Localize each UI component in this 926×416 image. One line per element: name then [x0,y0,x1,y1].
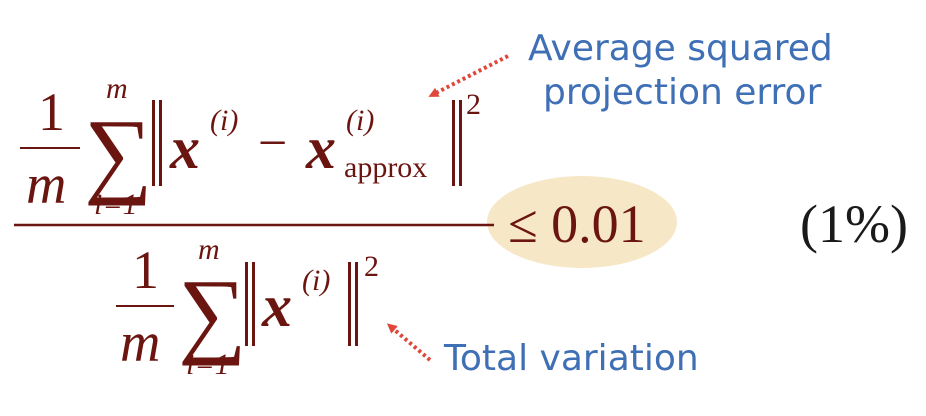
denominator-norm-left-2 [252,262,255,346]
numerator-norm-left-2 [159,100,162,186]
inequality-text: ≤ 0.01 [508,194,646,254]
numerator: 1 m m ∑ i=1 x (i) − x (i) approx 2 [20,72,481,221]
numerator-frac-one: 1 [38,82,65,142]
denominator: 1 m m ∑ i=1 x (i) 2 [116,233,379,381]
numerator-x-approx-subscript: approx [344,151,427,184]
numerator-exponent: 2 [466,88,481,121]
numerator-norm-right [452,100,455,186]
numerator-annotation-arrow [428,54,509,97]
numerator-minus: − [258,115,287,172]
numerator-norm-right-2 [459,100,462,186]
inequality-highlight [487,176,677,268]
numerator-sum-lower: i=1 [94,188,138,221]
numerator-sum-symbol: ∑ [84,99,152,206]
denominator-exponent: 2 [364,250,379,283]
numerator-frac-m: m [26,154,66,216]
numerator-annotation-line1: Average squared [528,28,833,69]
denominator-frac-one: 1 [132,240,159,300]
numerator-sum-upper: m [106,72,128,105]
denominator-norm-right-2 [355,262,358,346]
numerator-annotation-line2: projection error [543,72,822,113]
denominator-sum-lower: i=1 [186,348,230,381]
denominator-frac-m: m [120,312,160,374]
denominator-x-superscript: (i) [302,264,330,297]
denominator-sum-upper: m [198,233,220,266]
percent-label: (1%) [800,194,908,254]
denominator-annotation-arrow [386,323,432,362]
numerator-x-approx-superscript: (i) [346,104,374,137]
numerator-x: x [169,115,200,181]
denominator-sum-symbol: ∑ [178,259,246,366]
denominator-norm-left [245,262,248,346]
numerator-x-superscript: (i) [210,104,238,137]
numerator-norm-left [152,100,155,186]
denominator-annotation: Total variation [443,338,699,379]
numerator-x-approx: x [305,115,336,181]
denominator-norm-right [348,262,351,346]
denominator-x: x [261,273,292,339]
